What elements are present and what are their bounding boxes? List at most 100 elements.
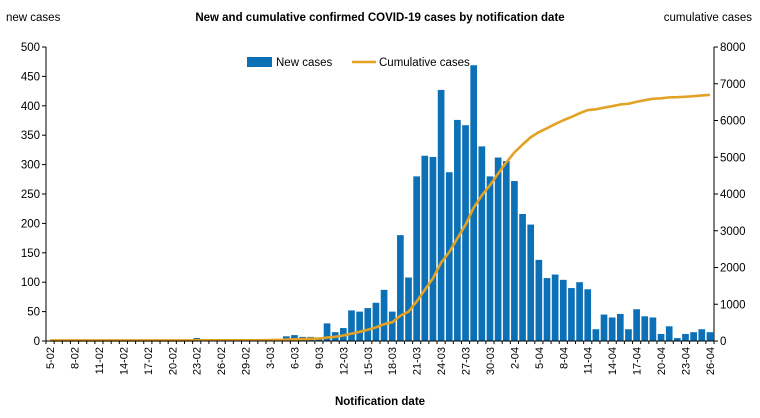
bar — [421, 155, 429, 341]
bar — [372, 302, 380, 341]
x-tick-label: 20-02 — [167, 347, 179, 375]
y-right-tick-label: 5000 — [720, 152, 746, 164]
cumulative-line — [50, 93, 711, 342]
chart-title: New and cumulative confirmed COVID-19 ca… — [195, 12, 564, 24]
bar — [364, 308, 372, 341]
x-tick-label: 24-03 — [436, 347, 448, 375]
bar — [502, 161, 510, 341]
x-tick-label: 17-02 — [143, 347, 155, 375]
bar — [511, 181, 518, 341]
x-tick-label: 9-03 — [314, 347, 326, 369]
x-tick-label: 11-04 — [583, 347, 595, 374]
bar — [429, 156, 437, 341]
x-tick-label: 18-03 — [387, 347, 399, 375]
y-right-tick-label: 2000 — [720, 263, 746, 275]
bar — [445, 172, 453, 341]
bar — [323, 323, 331, 341]
bar — [405, 277, 412, 341]
bar — [348, 310, 355, 341]
x-tick-label: 17-04 — [632, 347, 644, 375]
bar — [625, 329, 632, 341]
x-tick-label: 21-03 — [412, 347, 424, 375]
bar — [674, 338, 681, 341]
bar — [535, 259, 543, 341]
bar — [519, 213, 526, 341]
bar — [698, 329, 706, 341]
y-left-tick-label: 400 — [21, 101, 40, 113]
bar — [543, 278, 551, 341]
y-left-tick-label: 0 — [34, 336, 40, 348]
bar — [657, 333, 665, 341]
x-tick-label: 12-03 — [338, 347, 350, 375]
bar — [486, 176, 494, 341]
x-tick-label: 5-02 — [45, 347, 57, 369]
y-left-tick-label: 200 — [21, 218, 40, 230]
x-tick-label: 3-03 — [265, 347, 277, 369]
bar — [527, 224, 535, 341]
bar — [633, 309, 640, 341]
y-left-tick-label: 50 — [27, 307, 40, 319]
x-tick-label: 23-04 — [680, 347, 692, 375]
bar — [397, 235, 404, 341]
bar — [576, 282, 583, 341]
bar — [584, 289, 592, 341]
bar — [641, 316, 649, 341]
bar — [356, 311, 363, 341]
bar — [649, 317, 657, 341]
x-tick-label: 2-04 — [509, 347, 521, 369]
bar — [380, 289, 388, 341]
bar — [462, 125, 469, 341]
y-left-tick-label: 150 — [21, 248, 40, 260]
y-left-tick-label: 350 — [21, 130, 40, 142]
bar — [600, 314, 608, 341]
bar — [388, 311, 396, 341]
bar — [559, 279, 567, 341]
bar — [413, 176, 420, 341]
x-tick-label: 6-03 — [289, 347, 301, 369]
y-right-tick-label: 4000 — [720, 189, 746, 201]
x-tick-label: 8-04 — [558, 347, 570, 369]
bar — [568, 288, 575, 341]
x-tick-label: 26-02 — [216, 347, 228, 375]
bar — [592, 329, 600, 341]
bar — [437, 89, 445, 341]
legend-bar-label: New cases — [276, 57, 332, 69]
x-tick-label: 29-02 — [241, 347, 253, 375]
bar — [608, 317, 616, 341]
y-left-tick-label: 500 — [21, 42, 40, 54]
line-layer — [50, 93, 711, 342]
bar — [616, 313, 624, 341]
x-tick-label: 5-04 — [534, 347, 546, 369]
bar — [690, 332, 697, 341]
y-left-tick-label: 250 — [21, 189, 40, 201]
bars-layer — [193, 65, 714, 341]
x-tick-label: 20-04 — [656, 347, 668, 375]
bar — [665, 326, 673, 341]
x-tick-label: 14-02 — [118, 347, 130, 375]
x-tick-label: 27-03 — [461, 347, 473, 375]
y-left-tick-label: 300 — [21, 160, 40, 172]
x-tick-label: 23-02 — [192, 347, 204, 375]
y-axis-right-label: cumulative cases — [664, 12, 752, 24]
legend: New cases Cumulative cases — [247, 57, 470, 69]
x-tick-label: 30-03 — [485, 347, 497, 375]
y-axis-left-label: new cases — [6, 12, 61, 24]
y-right-tick-label: 1000 — [720, 299, 746, 311]
legend-line-label: Cumulative cases — [379, 57, 470, 69]
x-axis-label: Notification date — [335, 396, 425, 408]
y-right-tick-label: 7000 — [720, 79, 746, 91]
y-right-tick-label: 0 — [720, 336, 726, 348]
y-left-tick-label: 100 — [21, 277, 40, 289]
bar — [682, 333, 689, 341]
y-right-tick-label: 6000 — [720, 116, 746, 128]
bar — [454, 119, 461, 341]
bar — [551, 274, 559, 341]
y-right-tick-label: 8000 — [720, 42, 746, 54]
axes-layer: 0501001502002503003504004505000100020003… — [21, 42, 746, 375]
y-right-tick-label: 3000 — [720, 226, 746, 238]
bar — [706, 332, 714, 341]
x-tick-label: 14-04 — [607, 347, 619, 375]
x-tick-label: 11-02 — [94, 347, 106, 374]
